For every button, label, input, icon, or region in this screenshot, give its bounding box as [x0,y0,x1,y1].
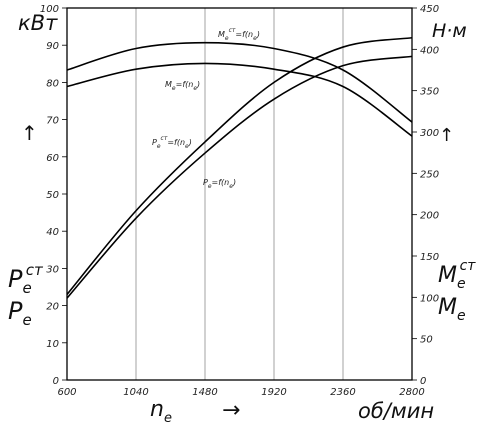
x-axis-label: ne [150,397,172,426]
x-tick-2800: 2800 [399,387,424,398]
right-axis-arrow: ↑ [439,125,454,146]
left-tick-70: 70 [46,116,59,127]
x-axis-ticks: 600 1040 1480 1920 2360 2800 [57,387,424,398]
right-tick-400: 400 [420,45,439,56]
left-tick-10: 10 [46,339,59,350]
left-axis-ticks: 0 10 20 30 40 50 60 70 80 90 100 [40,4,67,387]
x-tick-1920: 1920 [261,387,286,398]
left-tick-30: 30 [46,264,59,275]
left-legend-pe-ct: Peст [8,261,44,297]
left-tick-80: 80 [46,78,59,89]
curve-me [66,62,413,137]
x-tick-1480: 1480 [192,387,217,398]
right-tick-250: 250 [420,169,439,180]
curve-pe [66,55,413,299]
right-axis-ticks: 0 50 100 150 200 250 300 350 400 450 [412,4,439,387]
left-tick-40: 40 [46,227,59,238]
x-axis-unit: об/мин [358,399,434,423]
right-tick-450: 450 [420,4,439,15]
left-tick-0: 0 [53,376,59,387]
right-tick-300: 300 [420,128,439,139]
x-tick-600: 600 [57,387,76,398]
curve-label-pe: Pe=f(ne) [203,178,236,190]
right-legend-me: Me [438,295,466,324]
curve-label-pe-ct: Peст=f(ne) [152,135,192,150]
left-axis-arrow: ↑ [21,121,38,145]
right-tick-150: 150 [420,252,439,263]
vertical-gridlines [135,8,344,380]
right-tick-50: 50 [420,335,433,346]
left-tick-50: 50 [46,190,59,201]
right-tick-0: 0 [420,376,426,387]
left-tick-20: 20 [46,302,59,313]
right-tick-200: 200 [420,211,439,222]
left-tick-100: 100 [40,4,59,15]
left-axis-unit: кВт [18,11,58,35]
x-tick-1040: 1040 [123,387,148,398]
x-axis-arrow: → [222,398,240,423]
right-tick-100: 100 [420,293,439,304]
curve-pe-ct [66,36,413,295]
x-tick-2360: 2360 [330,387,355,398]
curve-label-me: Me=f(ne) [165,80,200,92]
right-legend-me-ct: Meст [438,258,476,292]
left-tick-90: 90 [46,41,59,52]
series-curves [66,36,413,299]
curve-me-ct [66,41,413,123]
left-legend-pe: Pe [8,297,32,329]
left-tick-60: 60 [46,153,59,164]
curve-label-me-ct: Meст=f(ne) [218,27,260,42]
right-tick-350: 350 [420,87,439,98]
plot-frame [66,7,413,381]
right-axis-unit: Н·м [432,20,467,42]
